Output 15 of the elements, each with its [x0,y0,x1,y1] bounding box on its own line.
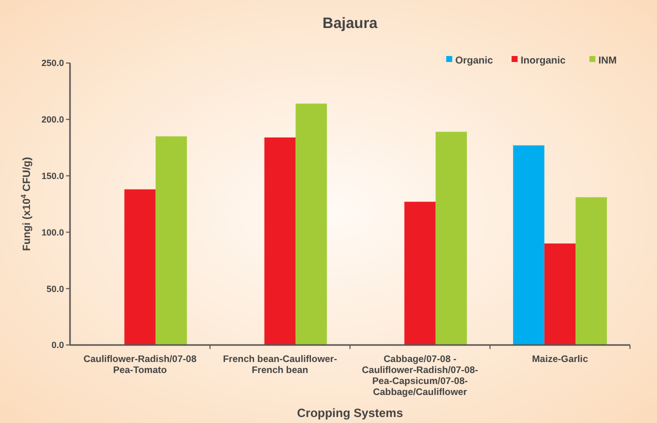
legend-label: Organic [455,56,494,66]
y-tick-label: 250.0 [41,58,64,68]
x-tick-label: Cauliflower-Radish/07-08 Pea-Tomato [84,354,196,376]
y-tick-label: 100.0 [41,227,64,238]
x-tick-label: Cabbage/07-08 - Cauliflower-Radish/07-08- Pea-Capsicum/07-08- Cabbage/Cauliflower [362,354,478,398]
y-tick-label: 0.0 [51,340,64,350]
x-tick-label: Maize-Garlic [532,354,588,365]
legend-label: INM [598,56,617,66]
y-tick-label: 200.0 [41,114,64,125]
y-tick-label: 50.0 [46,284,64,294]
x-tick-label: French bean-Cauliflower- French bean [222,354,338,376]
x-axis-title: Cropping Systems [296,406,404,420]
y-tick-label: 150.0 [41,170,64,181]
chart-title: Bajaura [322,15,378,32]
legend-label: Inorganic [520,56,566,66]
